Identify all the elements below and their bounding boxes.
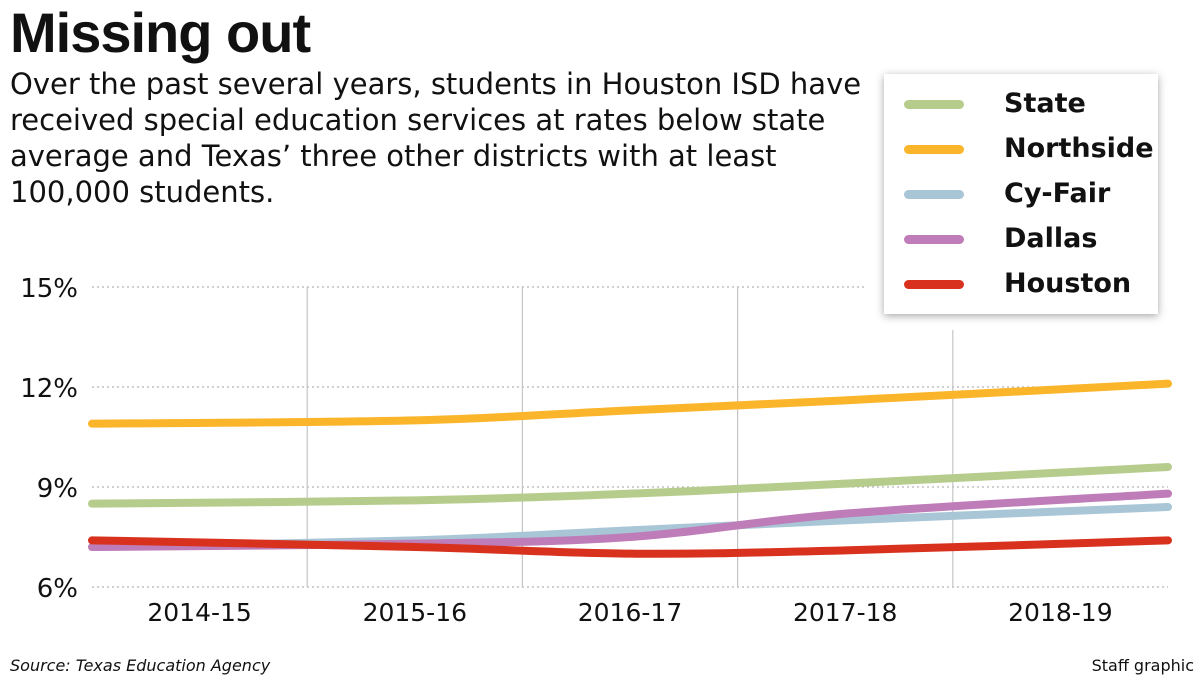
legend-label: Cy-Fair [1004, 178, 1111, 209]
chart-title: Missing out [10, 1, 311, 64]
legend-label: Northside [1004, 133, 1154, 164]
x-tick-label: 2015-16 [363, 598, 467, 627]
legend-swatch [904, 235, 964, 244]
legend-label: Dallas [1004, 223, 1098, 254]
legend-swatch [904, 190, 964, 199]
legend-swatch [904, 145, 964, 154]
series-line-houston [88, 536, 1172, 558]
legend-item-cy-fair: Cy-Fair [904, 176, 1154, 212]
legend-item-state: State [904, 86, 1154, 122]
chart-subtitle: Over the past several years, students in… [10, 67, 862, 209]
x-tick-label: 2017-18 [793, 598, 897, 627]
legend: State Northside Cy-Fair Dallas Houston [884, 74, 1158, 314]
x-tick-label: 2018-19 [1008, 598, 1112, 627]
series-line-northside [88, 379, 1172, 428]
x-tick-label: 2014-15 [147, 598, 251, 627]
legend-swatch [904, 100, 964, 109]
x-tick-label: 2016-17 [578, 598, 682, 627]
y-tick-label: 6% [37, 574, 78, 604]
legend-item-dallas: Dallas [904, 221, 1154, 257]
legend-item-northside: Northside [904, 131, 1154, 167]
y-tick-label: 12% [20, 374, 78, 404]
source-note: Source: Texas Education Agency [10, 656, 271, 675]
y-tick-label: 9% [37, 474, 78, 504]
legend-item-houston: Houston [904, 266, 1154, 302]
series-line-state [88, 463, 1172, 508]
legend-label: State [1004, 88, 1086, 119]
legend-swatch [904, 280, 964, 289]
legend-label: Houston [1004, 268, 1132, 299]
y-tick-label: 15% [20, 274, 78, 304]
grid-lines [92, 286, 1168, 588]
axis-labels: 6% 9% 12% 15% 2014-15 2015-16 2016-17 2017-18 20… [20, 274, 1112, 627]
series-lines [88, 379, 1172, 558]
credit-note: Staff graphic [1091, 656, 1194, 675]
